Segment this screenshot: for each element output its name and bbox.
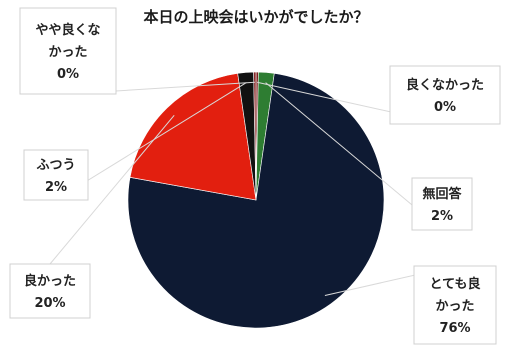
slice-label-text: 無回答 xyxy=(422,186,462,202)
slice-label-text: かった xyxy=(48,45,87,60)
label-box xyxy=(9,263,91,319)
slice-label-text: 良かった xyxy=(24,273,76,289)
slice-label-text: とても良 xyxy=(430,276,481,292)
slice-label-text: かった xyxy=(435,299,474,314)
slice-label: 良かった 20% xyxy=(9,263,91,319)
pie-slices xyxy=(127,71,385,329)
slice-percent: 0% xyxy=(434,100,456,115)
slice-percent: 20% xyxy=(34,296,65,311)
slice-percent: 0% xyxy=(57,67,79,82)
slice-label-text: 良くなかった xyxy=(406,77,484,93)
label-box xyxy=(389,65,501,125)
slice-label: 無回答 2% xyxy=(411,177,473,231)
slice-label-text: ふつう xyxy=(36,158,75,173)
slice-label: ふつう 2% xyxy=(23,149,89,201)
pie-slice xyxy=(129,72,257,201)
slice-percent: 2% xyxy=(431,209,453,224)
slice-labels: 良くなかった0%無回答2%とても良かった76%良かった20%ふつう2%やや良くな… xyxy=(9,7,501,345)
pie-slice xyxy=(253,71,257,201)
label-box xyxy=(19,7,117,95)
slice-percent: 2% xyxy=(45,180,67,195)
pie-slice xyxy=(127,72,385,329)
label-box xyxy=(413,265,497,345)
slice-label-text: やや良くな xyxy=(35,22,100,38)
label-box xyxy=(23,149,89,201)
chart-title: 本日の上映会はいかがでしたか？ xyxy=(143,8,368,26)
label-box xyxy=(411,177,473,231)
slice-percent: 76% xyxy=(439,321,470,336)
slice-label: 良くなかった 0% xyxy=(389,65,501,125)
